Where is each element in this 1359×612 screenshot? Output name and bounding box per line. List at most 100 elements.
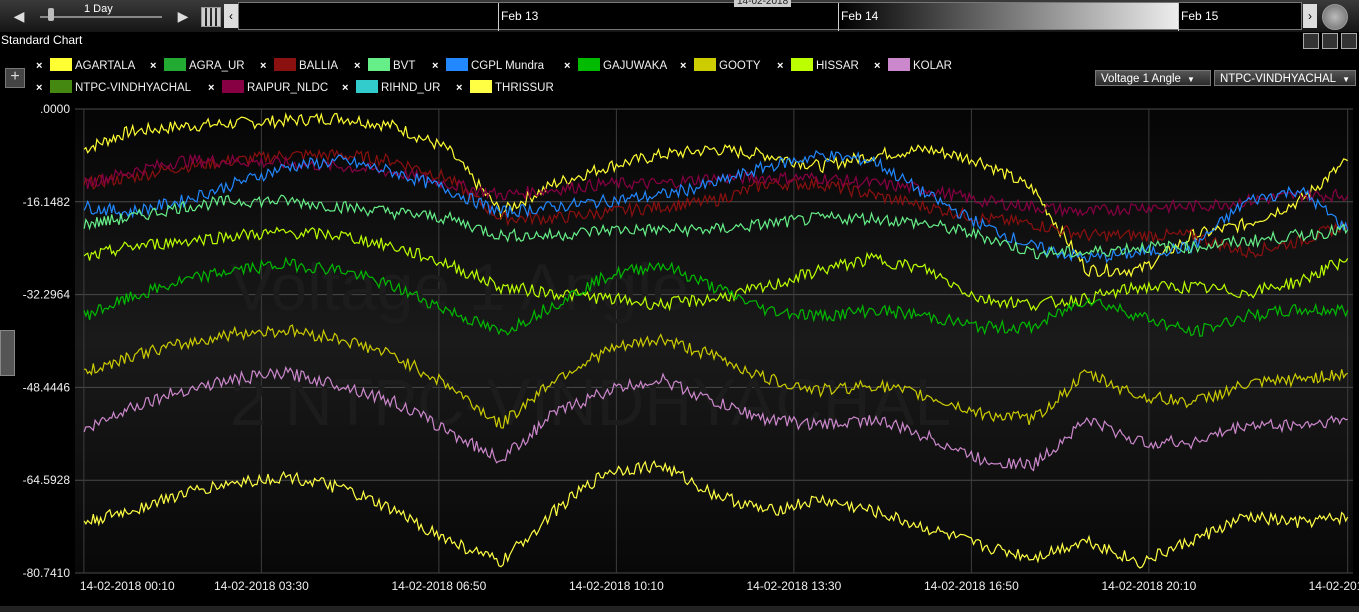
series-line[interactable] — [83, 226, 1349, 312]
legend-item: × RAIPUR_NLDC — [208, 80, 328, 96]
legend-swatch — [694, 58, 716, 71]
chart-title: Standard Chart — [1, 33, 83, 47]
remove-series-icon[interactable]: × — [260, 60, 267, 72]
x-tick-label: 14-02-2018 16:50 — [924, 579, 1019, 593]
remove-series-icon[interactable]: × — [874, 60, 881, 72]
remove-series-icon[interactable]: × — [456, 82, 463, 94]
remove-series-icon[interactable]: × — [150, 60, 157, 72]
series-line[interactable] — [83, 365, 1348, 472]
legend-label: NTPC-VINDHYACHAL — [75, 82, 192, 94]
legend-swatch — [888, 58, 910, 71]
reference-dropdown[interactable]: NTPC-VINDHYACHAL ▼ — [1214, 70, 1356, 86]
legend-swatch — [578, 58, 600, 71]
chevron-down-icon: ▼ — [1186, 75, 1195, 84]
series-line[interactable] — [83, 459, 1349, 569]
prev-period-arrow-icon[interactable]: ◀ — [13, 8, 25, 24]
restore-icon[interactable] — [1322, 33, 1338, 49]
remove-series-icon[interactable]: × — [342, 82, 349, 94]
legend-label: KOLAR — [913, 60, 952, 72]
x-tick-label: 14-02-2018 00:10 — [80, 579, 175, 593]
calendar-icon[interactable] — [201, 7, 221, 27]
y-tick-label: -48.4446 — [23, 380, 71, 394]
legend-item: × NTPC-VINDHYACHAL — [36, 80, 191, 96]
timeline-label-feb15: Feb 15 — [1181, 9, 1219, 23]
legend-label: AGARTALA — [75, 60, 136, 72]
legend-item: × AGARTALA — [36, 58, 135, 74]
range-label: 1 Day — [84, 3, 113, 15]
legend-swatch — [222, 80, 244, 93]
legend-label: BVT — [393, 60, 416, 72]
series-line[interactable] — [83, 148, 1349, 259]
series-line[interactable] — [84, 324, 1348, 429]
legend-label: GOOTY — [719, 60, 761, 72]
next-period-arrow-icon[interactable]: ▶ — [177, 8, 189, 24]
remove-series-icon[interactable]: × — [354, 60, 361, 72]
series-line[interactable] — [83, 112, 1348, 278]
series-line[interactable] — [83, 153, 1349, 218]
legend-label: HISSAR — [816, 60, 859, 72]
legend-item: × HISSAR — [777, 58, 859, 74]
top-toolbar: ◀ 1 Day ▶ ‹ Feb 13 Feb 14 Feb 15 14-02-2… — [0, 0, 1359, 32]
legend-label: BALLIA — [299, 60, 338, 72]
legend-item: × RIHND_UR — [342, 80, 440, 96]
timeline-label-feb13: Feb 13 — [501, 9, 539, 23]
legend-item: × GAJUWAKA — [564, 58, 667, 74]
x-tick-label: 14-02-2018 13:30 — [747, 579, 842, 593]
legend-swatch — [274, 58, 296, 71]
series-group — [83, 112, 1349, 569]
remove-series-icon[interactable]: × — [36, 60, 43, 72]
legend-swatch — [356, 80, 378, 93]
timeline-tick — [498, 3, 499, 31]
legend-label: RIHND_UR — [381, 82, 441, 94]
watermark-line-1: Voltage 1 Angle — [230, 250, 689, 324]
x-tick-label: 14-02-2018 10:10 — [569, 579, 664, 593]
range-slider[interactable] — [40, 16, 162, 18]
x-tick-label: 14-02-2018 06:50 — [392, 579, 487, 593]
remove-series-icon[interactable]: × — [777, 60, 784, 72]
timeline-right-arrow-icon[interactable]: › — [1303, 4, 1317, 28]
remove-series-icon[interactable]: × — [36, 82, 43, 94]
legend-item: × AGRA_UR — [150, 58, 245, 74]
x-axis-ticks: 14-02-2018 00:10 14-02-2018 03:30 14-02-20… — [80, 579, 1359, 593]
legend-item: × CGPL Mundra — [432, 58, 544, 74]
timeline-label-feb14: Feb 14 — [841, 9, 879, 23]
remove-series-icon[interactable]: × — [564, 60, 571, 72]
y-tick-label: -80.7410 — [23, 566, 71, 580]
x-tick-label: 14-02-2018 20:10 — [1102, 579, 1197, 593]
split-view-icon[interactable] — [1303, 33, 1319, 49]
chevron-down-icon: ▼ — [1342, 75, 1350, 84]
timeline-selection[interactable] — [839, 3, 1179, 29]
legend-item: × KOLAR — [874, 58, 952, 74]
range-slider-handle[interactable] — [48, 8, 54, 21]
close-icon[interactable] — [1341, 33, 1357, 49]
watermark-line-2: 2 NTPC-VINDHYACHAL — [230, 365, 951, 439]
series-line[interactable] — [83, 194, 1349, 260]
legend-label: THRISSUR — [495, 82, 554, 94]
legend-label: CGPL Mundra — [471, 60, 545, 72]
legend-label: AGRA_UR — [189, 60, 245, 72]
series-line[interactable] — [83, 149, 1349, 264]
timeline-tick — [838, 3, 839, 31]
clock-icon[interactable] — [1322, 4, 1348, 30]
bottom-scrollbar[interactable] — [0, 606, 1359, 612]
remove-series-icon[interactable]: × — [208, 82, 215, 94]
legend-swatch — [368, 58, 390, 71]
measure-dropdown[interactable]: Voltage 1 Angle ▼ — [1095, 70, 1211, 86]
series-line[interactable] — [83, 256, 1349, 337]
legend-swatch — [164, 58, 186, 71]
legend-swatch — [50, 80, 72, 93]
legend-label: RAIPUR_NLDC — [247, 82, 329, 94]
reference-dropdown-value: NTPC-VINDHYACHAL — [1220, 73, 1337, 85]
y-tick-label: -16.1482 — [23, 195, 71, 209]
x-tick-label: 14-02-2018 03:30 — [214, 579, 309, 593]
remove-series-icon[interactable]: × — [432, 60, 439, 72]
add-series-button[interactable]: + — [5, 68, 25, 88]
legend-item: × THRISSUR — [456, 80, 554, 96]
legend-swatch — [446, 58, 468, 71]
side-panel-handle[interactable] — [0, 330, 15, 376]
x-tick-label: 14-02-2018 23 — [1309, 579, 1359, 593]
plot-area — [75, 109, 1353, 573]
timeline-left-arrow-icon[interactable]: ‹ — [224, 4, 238, 28]
remove-series-icon[interactable]: × — [680, 60, 687, 72]
